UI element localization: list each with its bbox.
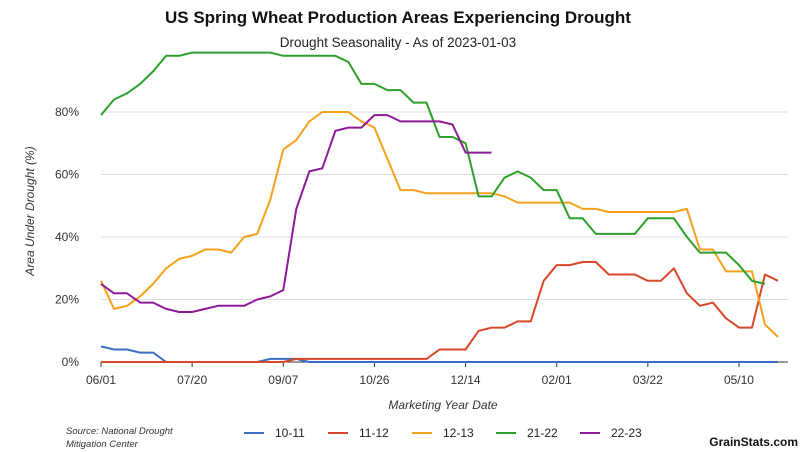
x-tick-label: 10/26 xyxy=(359,373,389,387)
brand-label: GrainStats.com xyxy=(709,435,798,449)
series-line-22-23 xyxy=(100,114,492,313)
y-tick-label: 0% xyxy=(62,355,80,369)
legend: 10-11 11-12 12-13 21-22 22-23 xyxy=(244,426,642,440)
legend-label-21-22: 21-22 xyxy=(527,426,558,440)
series-line-12-13 xyxy=(100,111,779,338)
grid-lines xyxy=(101,111,788,300)
legend-label-11-12: 11-12 xyxy=(359,426,389,440)
legend-label-10-11: 10-11 xyxy=(275,426,305,440)
legend-label-22-23: 22-23 xyxy=(611,426,642,440)
x-axis-ticks: 06/01 07/20 09/07 10/26 12/14 02/01 03/22 05/10 xyxy=(86,362,754,387)
y-axis-ticks: 0% 20% 40% 60% 80% xyxy=(55,105,79,369)
x-tick-label: 02/01 xyxy=(542,373,572,387)
x-tick-label: 12/14 xyxy=(451,373,481,387)
series-line-11-12 xyxy=(101,261,779,363)
y-axis-label: Area Under Drought (%) xyxy=(23,146,37,276)
y-tick-label: 20% xyxy=(55,293,79,307)
chart-title: US Spring Wheat Production Areas Experie… xyxy=(165,8,631,27)
y-tick-label: 60% xyxy=(55,168,79,182)
x-axis-label: Marketing Year Date xyxy=(388,398,497,412)
x-tick-label: 07/20 xyxy=(177,373,207,387)
source-line-1: Source: National Drought xyxy=(66,426,173,437)
series-line-21-22 xyxy=(100,51,766,285)
x-tick-label: 06/01 xyxy=(86,373,116,387)
source-line-2: Mitigation Center xyxy=(66,439,139,450)
x-tick-label: 09/07 xyxy=(268,373,298,387)
y-tick-label: 80% xyxy=(55,105,79,119)
series-lines xyxy=(100,51,779,363)
chart-subtitle: Drought Seasonality - As of 2023-01-03 xyxy=(280,35,516,50)
y-tick-label: 40% xyxy=(55,230,79,244)
x-tick-label: 05/10 xyxy=(724,373,754,387)
legend-label-12-13: 12-13 xyxy=(443,426,474,440)
x-tick-label: 03/22 xyxy=(633,373,663,387)
